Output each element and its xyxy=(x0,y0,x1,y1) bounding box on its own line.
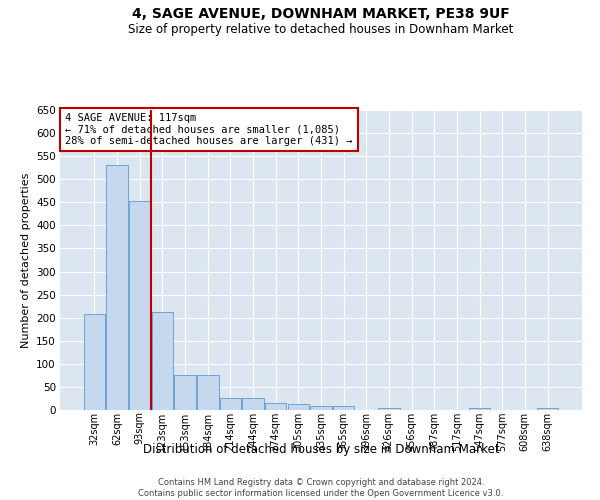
Text: 4 SAGE AVENUE: 117sqm
← 71% of detached houses are smaller (1,085)
28% of semi-d: 4 SAGE AVENUE: 117sqm ← 71% of detached … xyxy=(65,113,353,146)
Bar xyxy=(287,404,309,410)
Text: 4, SAGE AVENUE, DOWNHAM MARKET, PE38 9UF: 4, SAGE AVENUE, DOWNHAM MARKET, PE38 9UF xyxy=(132,8,510,22)
Bar xyxy=(106,166,128,410)
Bar xyxy=(378,408,400,410)
Bar xyxy=(333,406,355,410)
Text: Size of property relative to detached houses in Downham Market: Size of property relative to detached ho… xyxy=(128,22,514,36)
Bar xyxy=(84,314,105,410)
Bar xyxy=(310,406,332,410)
Bar xyxy=(537,408,558,410)
Text: Contains HM Land Registry data © Crown copyright and database right 2024.
Contai: Contains HM Land Registry data © Crown c… xyxy=(139,478,503,498)
Text: Distribution of detached houses by size in Downham Market: Distribution of detached houses by size … xyxy=(143,442,499,456)
Bar xyxy=(469,408,490,410)
Bar xyxy=(152,312,173,410)
Bar xyxy=(220,398,241,410)
Y-axis label: Number of detached properties: Number of detached properties xyxy=(20,172,31,348)
Bar xyxy=(242,398,264,410)
Bar xyxy=(129,202,151,410)
Bar xyxy=(265,403,286,410)
Bar xyxy=(197,376,218,410)
Bar xyxy=(175,376,196,410)
